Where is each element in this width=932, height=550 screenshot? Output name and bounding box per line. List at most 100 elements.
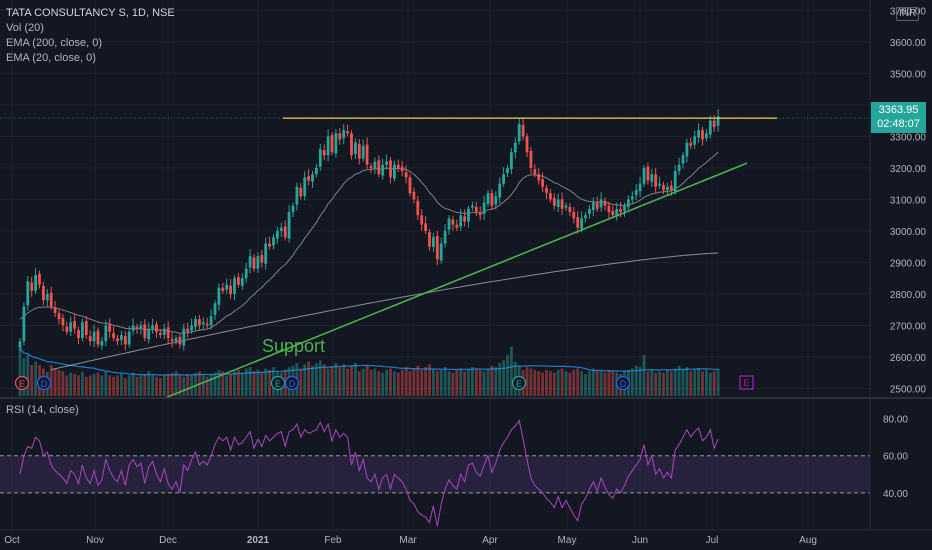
volume-bar [123,378,127,396]
candle-body [96,330,100,345]
volume-bar [611,371,615,396]
volume-bar [299,368,303,396]
candle-body [260,254,264,263]
last-price-value: 3363.95 [878,104,919,116]
candle-body [112,333,115,339]
indicator-ema200[interactable]: EMA (200, close, 0) [6,37,102,49]
candle-body [229,285,232,294]
candle-body [572,212,576,219]
volume-bar [303,364,307,396]
volume-bar [630,368,634,396]
symbol-title[interactable]: TATA CONSULTANCY S, 1D, NSE [6,7,175,19]
volume-bar [498,363,502,396]
candle-body [315,167,318,175]
candle-body [424,223,427,231]
candle-body [396,164,400,168]
support-trendline [164,162,748,399]
volume-bar [669,371,673,396]
candle-body [673,171,677,192]
volume-bar [108,375,112,396]
candle-body [272,237,275,246]
volume-bar [650,369,654,396]
candle-body [318,148,322,167]
volume-bar [681,369,685,396]
event-marker-letter: D [41,379,48,389]
candle-body [350,133,353,156]
volume-bar [326,368,330,396]
candle-body [303,177,307,197]
volume-bar [233,371,236,396]
ema-20-line [19,151,719,334]
candle-body [49,292,53,307]
rsi-tick-label: 40.00 [883,489,908,500]
volume-bar [373,368,377,396]
price-tick-label: 2600.00 [890,353,927,364]
volume-bar [264,368,268,396]
candle-body [525,136,529,153]
volume-bar [510,346,513,396]
candle-body [681,155,685,164]
volume-bar [159,378,162,396]
candle-body [580,218,583,230]
volume-bar [334,363,338,396]
candle-body [194,319,197,327]
volume-bar [658,371,661,396]
volume-bar [166,374,170,396]
volume-bar [662,372,665,396]
event-marker-letter: E [516,379,522,389]
candle-body [34,275,37,291]
candle-body [595,202,599,209]
candlesticks [18,109,720,351]
candle-body [69,322,73,332]
candle-body [510,152,513,170]
volume-bar [588,371,591,396]
candle-body [213,303,217,315]
candle-body [166,327,170,339]
candle-body [451,219,455,225]
candle-body [498,183,502,198]
indicator-vol[interactable]: Vol (20) [6,22,44,34]
volume-bar [432,368,435,396]
price-tick-label: 2800.00 [890,290,927,301]
volume-bar [400,369,404,396]
volume-bar [537,371,541,396]
candle-body [459,215,463,227]
volume-bar [525,367,529,396]
candle-body [549,193,552,200]
candle-body [669,185,673,190]
candle-body [654,174,658,187]
candle-body [135,326,139,329]
volume-bar [642,354,646,396]
rsi-label[interactable]: RSI (14, close) [6,404,79,416]
candle-body [256,256,260,269]
candle-body [369,166,373,168]
currency-badge[interactable]: INR [896,7,920,21]
candle-body [420,215,424,225]
upcoming-earnings-letter: E [743,378,749,388]
volume-bar [689,371,693,396]
volume-bar [365,365,369,396]
volume-bar [654,372,658,396]
volume-bar [307,361,310,396]
volume-bar [529,368,533,396]
candle-body [174,338,178,342]
volume-bar [666,369,669,396]
candle-body [240,278,244,286]
volume-bar [330,365,334,396]
volume-bar [576,368,580,396]
candle-body [104,325,108,342]
candle-body [385,161,388,165]
candle-body [131,325,135,331]
candle-body [61,317,65,326]
indicator-ema20[interactable]: EMA (20, close, 0) [6,52,96,64]
candle-body [88,336,92,342]
upcoming-earnings-marker [739,375,754,390]
volume-bar [65,375,69,396]
candle-body [615,208,619,217]
volume-bar [248,367,252,396]
candle-body [357,143,361,159]
candle-body [377,160,381,175]
candle-body [205,323,209,326]
volume-bar [451,372,455,396]
